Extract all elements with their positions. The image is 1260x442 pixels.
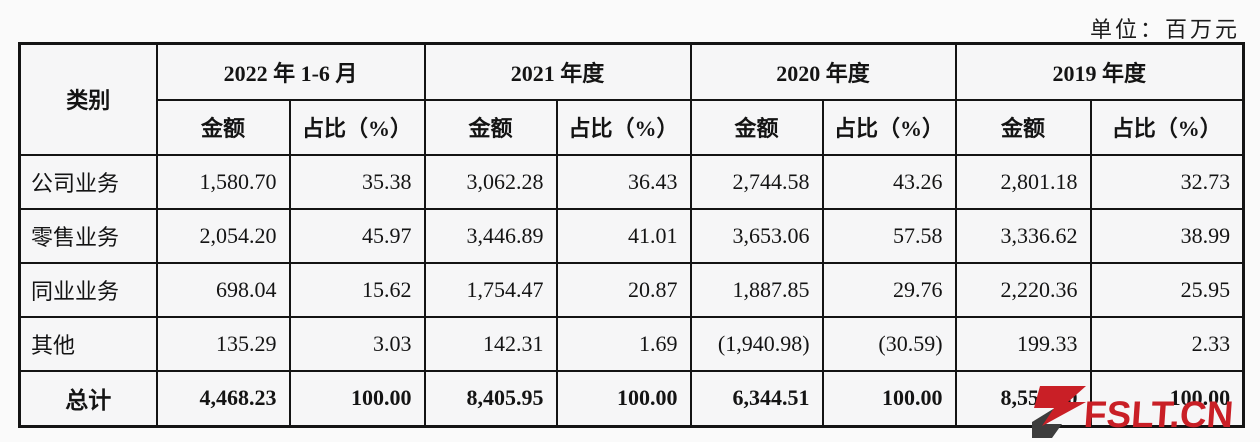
cell-value: 6,344.51 bbox=[689, 369, 824, 428]
cell-value: 3,336.62 bbox=[954, 207, 1092, 264]
cell-value: 2,801.18 bbox=[954, 153, 1092, 210]
cell-value: (30.59) bbox=[821, 315, 957, 372]
amount-header: 金额 bbox=[155, 98, 291, 156]
ratio-header: 占比（%） bbox=[1089, 98, 1245, 156]
cell-value: 100.00 bbox=[821, 369, 957, 428]
ratio-header: 占比（%） bbox=[821, 98, 957, 156]
cell-value: 25.95 bbox=[1089, 261, 1245, 318]
cell-value: 35.38 bbox=[288, 153, 426, 210]
cell-value: 8,405.95 bbox=[423, 369, 558, 428]
period-header-2022: 2022 年 1-6 月 bbox=[155, 42, 426, 101]
cell-value: 100.00 bbox=[1089, 369, 1245, 428]
cell-value: 100.00 bbox=[288, 369, 426, 428]
table-row: 同业业务 698.04 15.62 1,754.47 20.87 1,887.8… bbox=[18, 261, 1245, 318]
ratio-header: 占比（%） bbox=[288, 98, 426, 156]
period-header-2021: 2021 年度 bbox=[423, 42, 692, 101]
cell-value: 8,557.50 bbox=[954, 369, 1092, 428]
cell-value: 20.87 bbox=[555, 261, 692, 318]
table-row: 零售业务 2,054.20 45.97 3,446.89 41.01 3,653… bbox=[18, 207, 1245, 264]
total-label: 总计 bbox=[18, 369, 158, 428]
table-row: 公司业务 1,580.70 35.38 3,062.28 36.43 2,744… bbox=[18, 153, 1245, 210]
cell-value: 199.33 bbox=[954, 315, 1092, 372]
financial-breakdown-table: 类别 2022 年 1-6 月 2021 年度 2020 年度 2019 年度 … bbox=[18, 42, 1246, 428]
cell-value: 100.00 bbox=[555, 369, 692, 428]
cell-value: 1,887.85 bbox=[689, 261, 824, 318]
watermark-logo-icon bbox=[1032, 386, 1086, 438]
cell-value: 32.73 bbox=[1089, 153, 1245, 210]
cell-value: 2,220.36 bbox=[954, 261, 1092, 318]
cell-value: 3,653.06 bbox=[689, 207, 824, 264]
cell-value: 698.04 bbox=[155, 261, 291, 318]
row-category: 同业业务 bbox=[18, 261, 158, 318]
cell-value: 36.43 bbox=[555, 153, 692, 210]
cell-value: 2.33 bbox=[1089, 315, 1245, 372]
cell-value: 41.01 bbox=[555, 207, 692, 264]
ratio-header: 占比（%） bbox=[555, 98, 692, 156]
amount-header: 金额 bbox=[954, 98, 1092, 156]
cell-value: 3,062.28 bbox=[423, 153, 558, 210]
row-category: 其他 bbox=[18, 315, 158, 372]
cell-value: 15.62 bbox=[288, 261, 426, 318]
cell-value: 1.69 bbox=[555, 315, 692, 372]
site-watermark: FSLT.CN bbox=[1028, 384, 1258, 442]
cell-value: 2,054.20 bbox=[155, 207, 291, 264]
cell-value: 1,580.70 bbox=[155, 153, 291, 210]
period-header-2019: 2019 年度 bbox=[954, 42, 1245, 101]
amount-header: 金额 bbox=[689, 98, 824, 156]
cell-value: 142.31 bbox=[423, 315, 558, 372]
cell-value: (1,940.98) bbox=[689, 315, 824, 372]
cell-value: 3,446.89 bbox=[423, 207, 558, 264]
amount-header: 金额 bbox=[423, 98, 558, 156]
watermark-text: FSLT.CN bbox=[1082, 394, 1235, 435]
header-row-measures: 金额 占比（%） 金额 占比（%） 金额 占比（%） 金额 占比（%） bbox=[20, 98, 1245, 156]
table-row: 其他 135.29 3.03 142.31 1.69 (1,940.98) (3… bbox=[18, 315, 1245, 372]
cell-value: 1,754.47 bbox=[423, 261, 558, 318]
total-row: 总计 4,468.23 100.00 8,405.95 100.00 6,344… bbox=[18, 369, 1245, 428]
header-row-periods: 类别 2022 年 1-6 月 2021 年度 2020 年度 2019 年度 bbox=[18, 42, 1245, 156]
unit-label: 单位：百万元 bbox=[1089, 17, 1240, 42]
cell-value: 45.97 bbox=[288, 207, 426, 264]
cell-value: 3.03 bbox=[288, 315, 426, 372]
cell-value: 38.99 bbox=[1089, 207, 1245, 264]
cell-value: 57.58 bbox=[821, 207, 957, 264]
cell-value: 29.76 bbox=[821, 261, 957, 318]
cell-value: 2,744.58 bbox=[689, 153, 824, 210]
category-header: 类别 bbox=[18, 42, 158, 156]
cell-value: 135.29 bbox=[155, 315, 291, 372]
row-category: 公司业务 bbox=[18, 153, 158, 210]
period-header-2020: 2020 年度 bbox=[689, 42, 957, 101]
cell-value: 43.26 bbox=[821, 153, 957, 210]
cell-value: 4,468.23 bbox=[155, 369, 291, 428]
row-category: 零售业务 bbox=[18, 207, 158, 264]
